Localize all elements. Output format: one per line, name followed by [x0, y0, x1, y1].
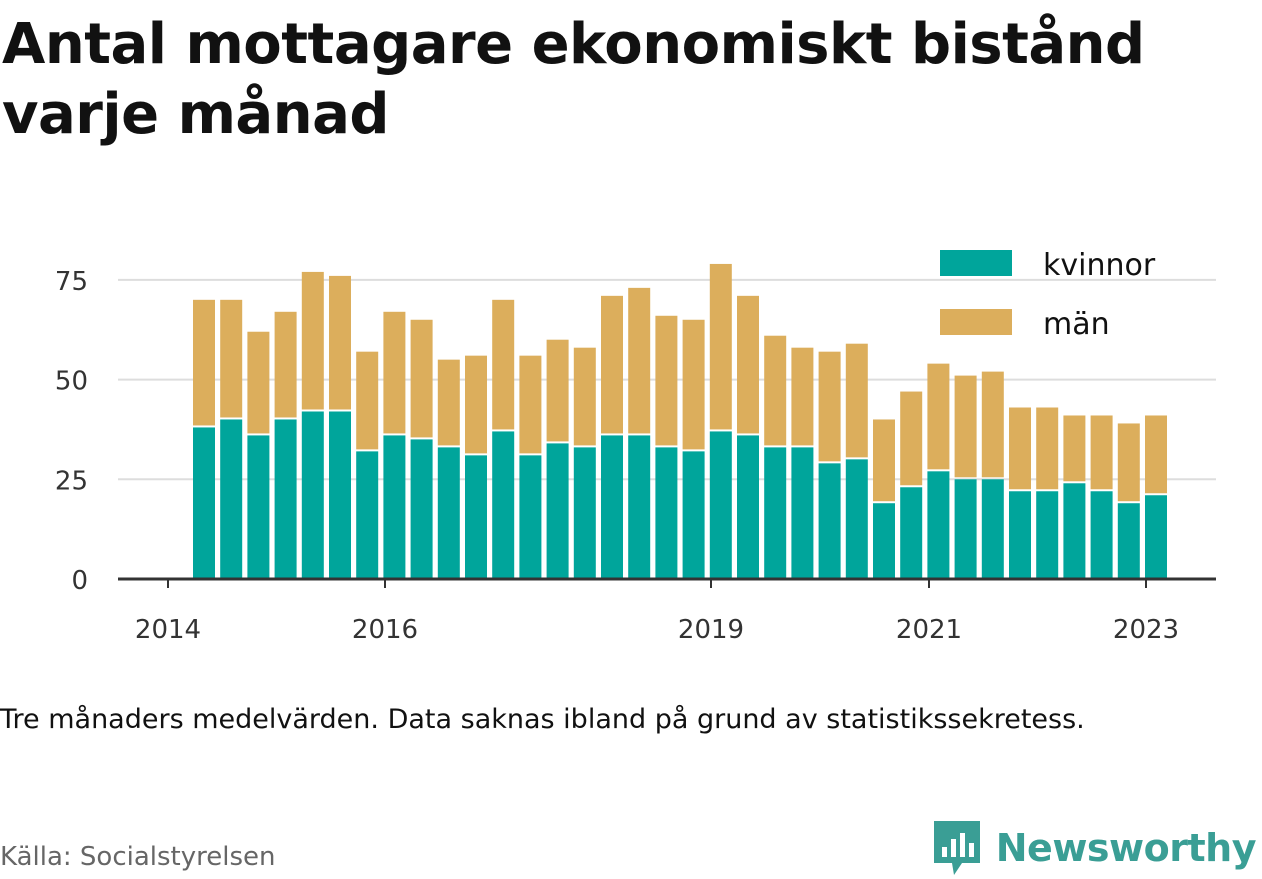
- bar-kvinnor: [927, 471, 950, 579]
- bar-man: [709, 263, 732, 430]
- bar-kvinnor: [1036, 491, 1059, 579]
- bar-man: [274, 311, 297, 418]
- bar-man: [954, 375, 977, 478]
- bar-man: [546, 339, 569, 442]
- bar-man: [1063, 415, 1086, 482]
- bar-man: [301, 271, 324, 410]
- bar-man: [1117, 423, 1140, 502]
- legend-swatch: [940, 309, 1012, 335]
- bar-kvinnor: [1063, 483, 1086, 579]
- bar-man: [1090, 415, 1113, 490]
- x-tick-label: 2019: [678, 615, 744, 645]
- bar-kvinnor: [356, 451, 379, 579]
- newsworthy-logo-icon: [933, 821, 980, 875]
- bar-man: [601, 295, 623, 434]
- bar-man: [791, 347, 814, 446]
- bar-man: [247, 331, 270, 434]
- bar-kvinnor: [220, 419, 243, 579]
- bar-kvinnor: [628, 435, 651, 579]
- bar-man: [981, 371, 1004, 478]
- bar-man: [437, 359, 460, 446]
- bar-man: [573, 347, 596, 446]
- bar-kvinnor: [492, 431, 515, 579]
- bar-man: [410, 319, 433, 438]
- y-tick-label: 50: [55, 367, 88, 397]
- bar-kvinnor: [900, 487, 923, 579]
- bar-kvinnor: [437, 447, 460, 579]
- bar-kvinnor: [301, 411, 324, 579]
- x-tick-label: 2023: [1113, 615, 1179, 645]
- bar-man: [1009, 407, 1031, 490]
- bar-man: [900, 391, 923, 486]
- bar-group: [193, 263, 1167, 579]
- bar-man: [465, 355, 487, 454]
- bar-man: [1145, 415, 1167, 494]
- legend-swatch: [940, 250, 1012, 276]
- bar-kvinnor: [329, 411, 351, 579]
- bar-kvinnor: [573, 447, 596, 579]
- x-tick-label: 2014: [135, 615, 201, 645]
- legend: kvinnor män: [940, 248, 1156, 342]
- source-credit: Källa: Socialstyrelsen: [0, 842, 276, 872]
- bar-kvinnor: [764, 447, 787, 579]
- brand-logo: Newsworthy: [932, 818, 1257, 878]
- brand-name: Newsworthy: [995, 826, 1257, 870]
- bar-kvinnor: [655, 447, 678, 579]
- bar-man: [628, 287, 651, 434]
- bar-kvinnor: [737, 435, 759, 579]
- chart-note: Tre månaders medelvärden. Data saknas ib…: [0, 704, 1085, 735]
- bar-man: [1036, 407, 1059, 490]
- y-tick-label: 0: [71, 566, 88, 596]
- chart-title: Antal mottagare ekonomiskt bistånd varje…: [2, 12, 1145, 147]
- bar-man: [492, 299, 515, 430]
- x-tick-label: 2016: [352, 615, 418, 645]
- bar-kvinnor: [546, 443, 569, 579]
- bar-kvinnor: [709, 431, 732, 579]
- bar-kvinnor: [873, 503, 895, 579]
- bar-kvinnor: [845, 459, 868, 579]
- bar-kvinnor: [1009, 491, 1031, 579]
- bar-kvinnor: [519, 455, 542, 579]
- bar-kvinnor: [274, 419, 297, 579]
- bar-kvinnor: [1090, 491, 1113, 579]
- bar-man: [845, 343, 868, 458]
- bar-man: [193, 299, 215, 426]
- y-tick-label: 75: [55, 267, 88, 297]
- bar-kvinnor: [193, 427, 215, 579]
- bar-man: [383, 311, 406, 434]
- axes: 0 25 50 75 2014 2016 2019 2021 2023: [55, 267, 1216, 645]
- bar-kvinnor: [791, 447, 814, 579]
- bar-kvinnor: [954, 479, 977, 579]
- legend-label: kvinnor: [1043, 248, 1156, 283]
- bar-kvinnor: [247, 435, 270, 579]
- stacked-bar-chart: 0 25 50 75 2014 2016 2019 2021 2023 kvinnor män: [55, 248, 1216, 645]
- bar-kvinnor: [981, 479, 1004, 579]
- bar-man: [329, 275, 351, 410]
- legend-label: män: [1043, 307, 1110, 342]
- bar-kvinnor: [410, 439, 433, 579]
- bar-kvinnor: [465, 455, 487, 579]
- bar-man: [682, 319, 705, 450]
- bar-kvinnor: [1117, 503, 1140, 579]
- x-tick-label: 2021: [896, 615, 962, 645]
- bar-kvinnor: [383, 435, 406, 579]
- bar-kvinnor: [818, 463, 841, 579]
- bar-man: [764, 335, 787, 446]
- bar-man: [818, 351, 841, 462]
- bar-man: [356, 351, 379, 450]
- bar-kvinnor: [601, 435, 623, 579]
- bar-man: [519, 355, 542, 454]
- bar-kvinnor: [682, 451, 705, 579]
- bar-kvinnor: [1145, 495, 1167, 579]
- y-tick-label: 25: [55, 466, 88, 496]
- bar-man: [220, 299, 243, 418]
- bar-man: [927, 363, 950, 470]
- bar-man: [873, 419, 895, 502]
- bar-man: [737, 295, 759, 434]
- bar-man: [655, 315, 678, 446]
